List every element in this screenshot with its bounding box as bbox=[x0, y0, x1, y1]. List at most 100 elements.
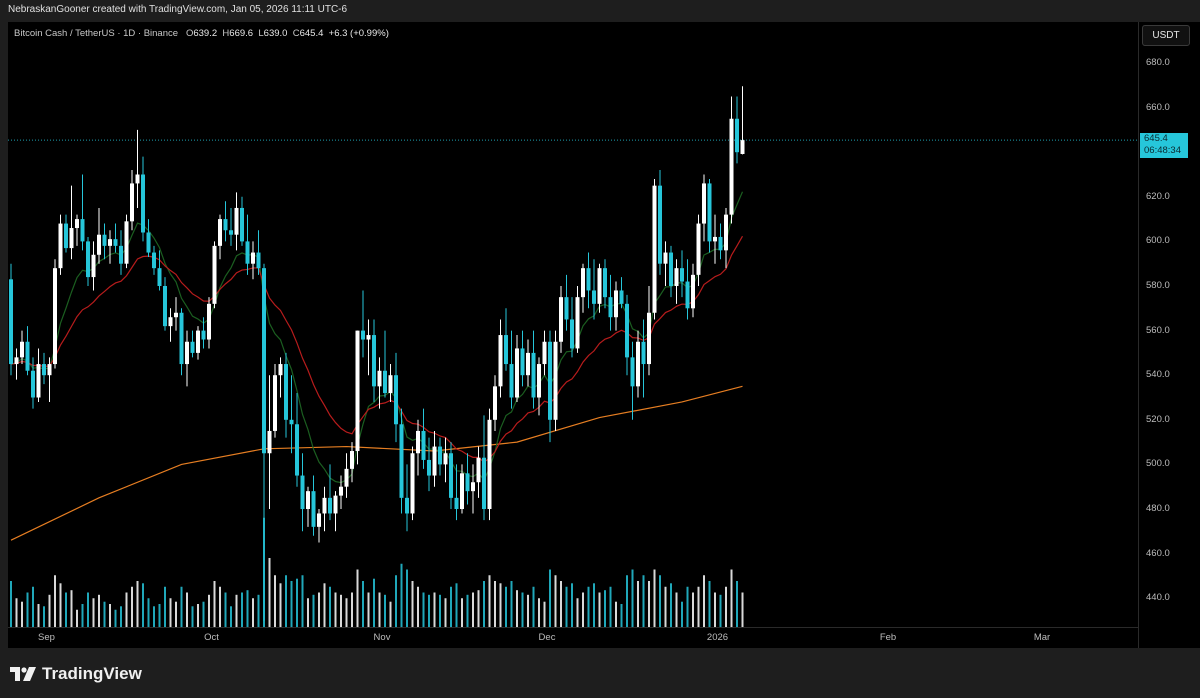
candle-body bbox=[306, 491, 310, 509]
candle-body bbox=[394, 375, 398, 425]
candle-body bbox=[548, 341, 552, 420]
left-edge bbox=[0, 22, 8, 648]
candle-body bbox=[482, 457, 486, 509]
volume-bar bbox=[334, 592, 337, 627]
volume-bar bbox=[604, 590, 606, 627]
volume-bar bbox=[543, 601, 546, 627]
volume-bar bbox=[384, 594, 386, 627]
tradingview-logo[interactable]: TradingView bbox=[10, 664, 142, 684]
volume-bar bbox=[466, 594, 469, 627]
candle-body bbox=[295, 424, 299, 476]
volume-bar bbox=[246, 590, 249, 627]
open-label: O bbox=[185, 28, 194, 39]
candle-body bbox=[229, 230, 233, 235]
volume-bar bbox=[351, 592, 353, 627]
volume-bar bbox=[505, 586, 507, 627]
candle-body bbox=[509, 364, 514, 398]
candle-body bbox=[702, 183, 706, 224]
volume-bar bbox=[180, 586, 183, 627]
volume-bar bbox=[488, 575, 491, 627]
volume-bar bbox=[439, 594, 441, 627]
volume-bar bbox=[98, 594, 100, 627]
candle-body bbox=[251, 252, 255, 264]
candle-body bbox=[256, 252, 261, 269]
low-value: 639.0 bbox=[263, 28, 288, 39]
candle-body bbox=[25, 341, 30, 371]
candle-body bbox=[531, 352, 536, 398]
time-axis-divider bbox=[8, 627, 1138, 628]
mid-ma-line bbox=[10, 235, 744, 463]
volume-bar bbox=[499, 583, 502, 627]
price-axis-divider bbox=[1138, 22, 1139, 648]
price-chart[interactable] bbox=[0, 0, 1138, 628]
candle-body bbox=[663, 252, 668, 264]
candle-body bbox=[113, 239, 118, 246]
volume-bar bbox=[153, 606, 155, 627]
volume-bar bbox=[175, 601, 177, 627]
candle-body bbox=[355, 330, 360, 452]
candle-body bbox=[724, 214, 728, 251]
candle-body bbox=[647, 312, 651, 365]
price-tick: 520.0 bbox=[1146, 413, 1170, 425]
candle-body bbox=[108, 239, 112, 246]
candle-body bbox=[179, 312, 184, 365]
candle-body bbox=[196, 330, 200, 353]
candle-body bbox=[625, 303, 629, 358]
volume-bar bbox=[32, 586, 34, 627]
candle-body bbox=[592, 290, 596, 304]
candle-body bbox=[86, 241, 90, 278]
candle-body bbox=[328, 497, 332, 514]
volume-bar bbox=[329, 586, 331, 627]
volume-bar bbox=[87, 592, 89, 627]
volume-bar bbox=[714, 592, 716, 627]
candle-body bbox=[201, 330, 206, 340]
volume-bar bbox=[494, 581, 496, 627]
volume-bar bbox=[224, 592, 227, 627]
volume-bar bbox=[648, 581, 650, 627]
candle-body bbox=[212, 245, 217, 304]
candle-body bbox=[53, 268, 57, 365]
volume-bar bbox=[730, 569, 733, 627]
candle-body bbox=[614, 290, 618, 318]
volume-bar bbox=[417, 586, 419, 627]
candle-body bbox=[174, 312, 178, 318]
price-tick: 480.0 bbox=[1146, 503, 1170, 514]
volume-bar bbox=[521, 592, 524, 627]
volume-bar bbox=[378, 592, 381, 627]
candle-body bbox=[432, 446, 437, 476]
candle-body bbox=[498, 335, 503, 387]
volume-bar bbox=[653, 569, 656, 627]
candle-body bbox=[691, 274, 695, 309]
volume-bar bbox=[681, 601, 683, 627]
volume-bar bbox=[670, 583, 672, 627]
volume-bar bbox=[158, 604, 161, 627]
volume-bar bbox=[213, 581, 216, 627]
volume-bar bbox=[576, 598, 579, 627]
volume-bar bbox=[114, 609, 117, 627]
chart-area[interactable] bbox=[8, 22, 1200, 648]
candle-body bbox=[669, 252, 673, 286]
tradingview-logo-icon bbox=[10, 667, 36, 681]
candle-body bbox=[350, 451, 354, 469]
currency-button[interactable]: USDT bbox=[1142, 25, 1190, 46]
volume-bar bbox=[411, 581, 414, 627]
symbol-name[interactable]: Bitcoin Cash / TetherUS · 1D · Binance bbox=[14, 28, 179, 39]
volume-bar bbox=[257, 594, 260, 627]
candle-body bbox=[537, 364, 541, 398]
volume-bar bbox=[483, 581, 485, 627]
candle-body bbox=[119, 245, 123, 264]
candle-body bbox=[680, 268, 684, 282]
volume-bar bbox=[400, 563, 403, 627]
candle-body bbox=[20, 341, 24, 358]
volume-bar bbox=[186, 592, 188, 627]
top-bar: NebraskanGooner created with TradingView… bbox=[0, 0, 1200, 22]
volume-bar bbox=[389, 601, 392, 627]
candle-body bbox=[421, 430, 426, 460]
volume-bar bbox=[131, 586, 133, 627]
volume-bar bbox=[76, 609, 78, 627]
candle-body bbox=[542, 341, 547, 365]
volume-bar bbox=[142, 583, 144, 627]
candle-body bbox=[366, 335, 371, 340]
candle-body bbox=[471, 482, 475, 492]
volume-bar bbox=[103, 601, 106, 627]
